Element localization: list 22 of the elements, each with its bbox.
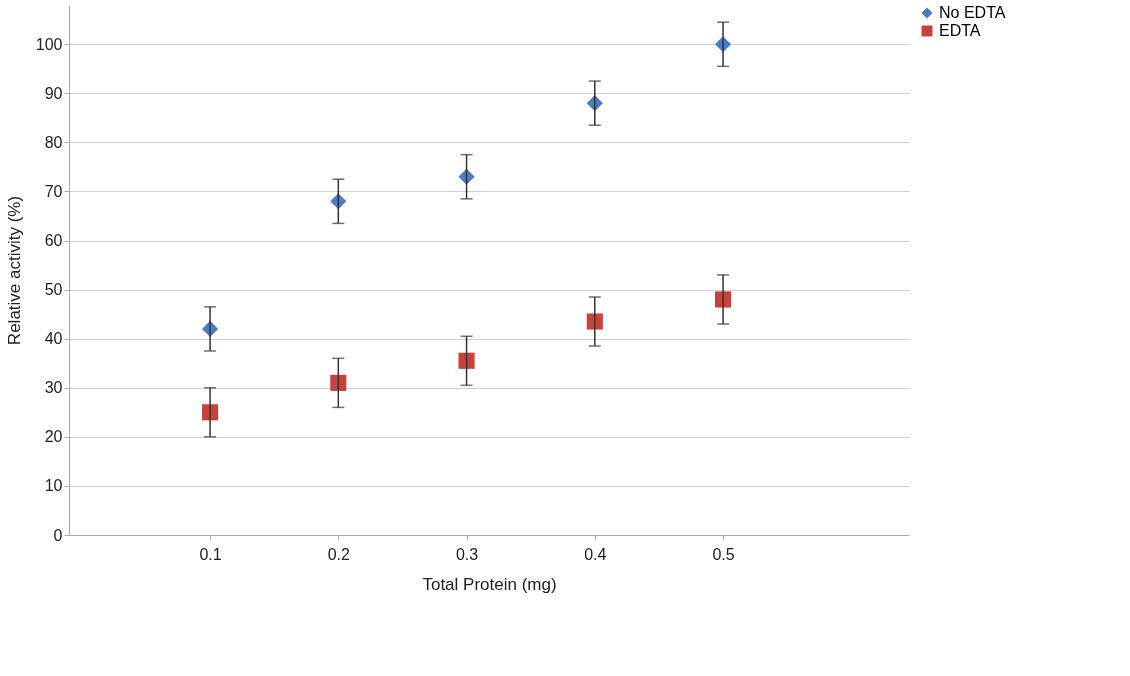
y-tick-label: 30	[44, 379, 63, 397]
y-tick-label: 10	[44, 477, 63, 495]
x-tick-label: 0.3	[455, 545, 479, 563]
legend-label: EDTA	[939, 22, 981, 39]
y-tick-label: 60	[44, 232, 63, 250]
legend-label: No EDTA	[939, 4, 1006, 21]
y-tick-label: 40	[44, 330, 63, 348]
y-tick-label: 80	[44, 133, 63, 151]
y-tick-label: 100	[35, 35, 63, 53]
y-tick-label: 70	[44, 182, 63, 200]
y-tick-label: 20	[44, 428, 63, 446]
y-tick-label: 50	[44, 281, 63, 299]
x-tick-label: 0.4	[584, 545, 607, 563]
x-axis-title: Total Protein (mg)	[422, 574, 557, 594]
x-tick-label: 0.5	[712, 545, 735, 563]
y-tick-label: 0	[53, 526, 63, 544]
point	[330, 374, 347, 391]
x-tick-label: 0.2	[327, 545, 351, 563]
x-tick-label: 0.1	[199, 545, 222, 563]
y-axis-title: Relative activity (%)	[4, 195, 24, 346]
point	[458, 352, 475, 369]
y-tick-label: 90	[44, 84, 63, 102]
